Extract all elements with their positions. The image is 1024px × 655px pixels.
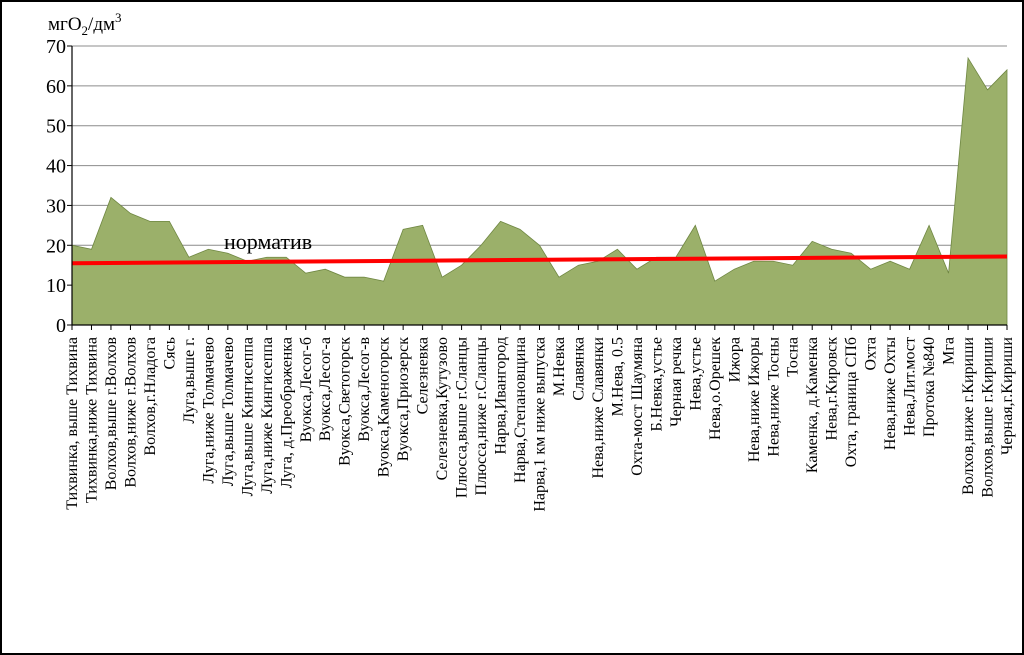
category-label: Нева,ниже Славянки — [590, 337, 607, 479]
category-label: Черная,г.Кириши — [999, 337, 1016, 455]
category-label: Луга, д.Преображенка — [278, 337, 295, 488]
category-label: Нева,г.Кировск — [824, 337, 841, 441]
category-label: Плюсса,выше г.Сланцы — [454, 337, 471, 498]
category-label: Черная речка — [668, 337, 685, 427]
category-labels: Тихвинка, выше Тихвина Тихвинка,ниже Тихв… — [64, 337, 1016, 512]
category-label: Вуокса,Лесог-а — [317, 337, 334, 441]
category-label: Луга,выше Кингисеппа — [239, 337, 256, 496]
category-label: Вуокса,Каменогорск — [376, 337, 393, 477]
category-label: Волхов,г.Нладога — [142, 337, 159, 456]
category-label: М.Невка — [551, 337, 568, 396]
category-label: Нарва,Степановщина — [512, 337, 529, 483]
category-label: Тихвинка, выше Тихвина — [64, 337, 81, 510]
category-label: Вуокса,Светогорск — [337, 337, 354, 466]
category-label: Луга,выше Толмачево — [220, 337, 237, 486]
area-layer — [71, 56, 1008, 326]
y-tick-label: 50 — [46, 116, 66, 138]
category-label: Вуокса,Приозерск — [395, 337, 412, 461]
category-label: Нева,ниже Охты — [882, 337, 899, 450]
norm-label: норматив — [224, 229, 312, 254]
category-label: Волхов,ниже г.Волхов — [122, 337, 139, 488]
data-area — [71, 56, 1008, 326]
category-label: Нева,о.Орешек — [707, 337, 724, 440]
category-label: Плюсса,ниже г.Сланцы — [473, 337, 490, 496]
category-label: Луга,выше г. — [181, 337, 198, 424]
category-label: Тосна — [785, 337, 802, 377]
y-tick-label: 60 — [46, 76, 66, 98]
category-label: Тихвинка,ниже Тихвина — [83, 337, 100, 503]
category-label: Ижора — [726, 337, 743, 382]
category-label: Луга,ниже Толмачево — [200, 337, 217, 484]
category-label: Охта — [863, 337, 880, 370]
y-tick-label: 70 — [46, 36, 66, 58]
category-label: Мга — [941, 337, 958, 365]
category-label: Волхов,выше г.Волхов — [103, 337, 120, 491]
category-label: Нева,устье — [687, 337, 704, 411]
category-label: Охта-мост Шаумяна — [629, 337, 646, 476]
category-label: Селезневка,Кутузово — [434, 337, 451, 480]
axis-layer — [67, 45, 1008, 330]
category-label: Нарва,Ивангород — [493, 337, 510, 455]
category-label: Славянка — [570, 337, 587, 401]
category-label: Протока №840 — [921, 337, 938, 437]
category-label: Вуокса,Лесог-б — [298, 337, 315, 442]
category-label: Волхов,выше г.Кириши — [980, 337, 997, 498]
norm-line — [71, 254, 1008, 266]
category-label: Вуокса,Лесог-в — [356, 337, 373, 442]
category-label: Нарва,1 км ниже выпуска — [532, 337, 549, 512]
category-label: Охта, граница СПб — [843, 337, 860, 467]
y-tick-label: 0 — [56, 315, 66, 337]
category-label: Сясь — [161, 337, 178, 369]
category-label: Нева,ниже Ижоры — [746, 337, 763, 462]
category-label: Волхов,ниже г.Кириши — [960, 337, 977, 495]
y-tick-label: 40 — [46, 156, 66, 178]
y-tick-labels: 0 10 20 30 40 50 60 70 — [46, 36, 66, 337]
y-tick-label: 30 — [46, 195, 66, 217]
category-label: М.Нева, 0.5 — [609, 337, 626, 416]
y-tick-label: 20 — [46, 235, 66, 257]
category-label: Нева,ниже Тосны — [765, 337, 782, 457]
category-label: Б.Невка,устье — [648, 337, 665, 432]
category-label: Селезневка — [415, 337, 432, 414]
category-label: Луга,ниже Кингисеппа — [259, 337, 276, 494]
y-tick-label: 10 — [46, 275, 66, 297]
grid-layer — [72, 45, 1007, 286]
category-label: Каменка, д.Каменка — [804, 337, 821, 473]
norm-layer — [71, 254, 1008, 266]
y-axis-label: мгO2/дм3 — [48, 10, 122, 38]
category-label: Нева,Лит.мост — [902, 337, 919, 436]
